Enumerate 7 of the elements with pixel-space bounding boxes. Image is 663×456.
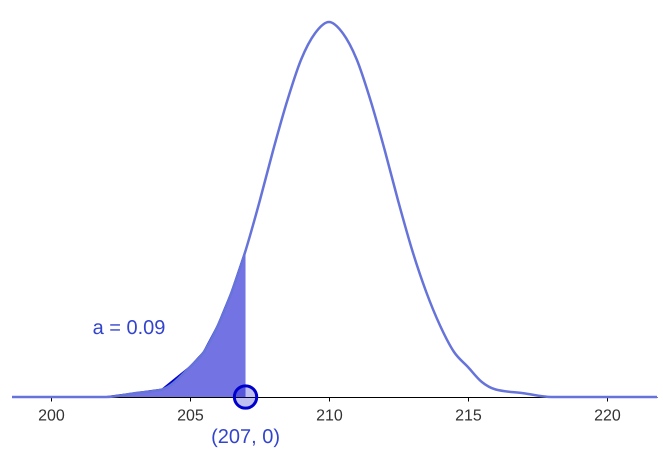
x-tick-label: 200 [38,408,65,424]
annotation: (207, 0) [211,426,280,448]
x-tick-label: 210 [316,408,343,424]
x-tick-label: 205 [177,408,204,424]
x-tick-label: 220 [594,408,621,424]
x-tick-label: 215 [455,408,482,424]
annotation: a = 0.09 [92,317,166,339]
